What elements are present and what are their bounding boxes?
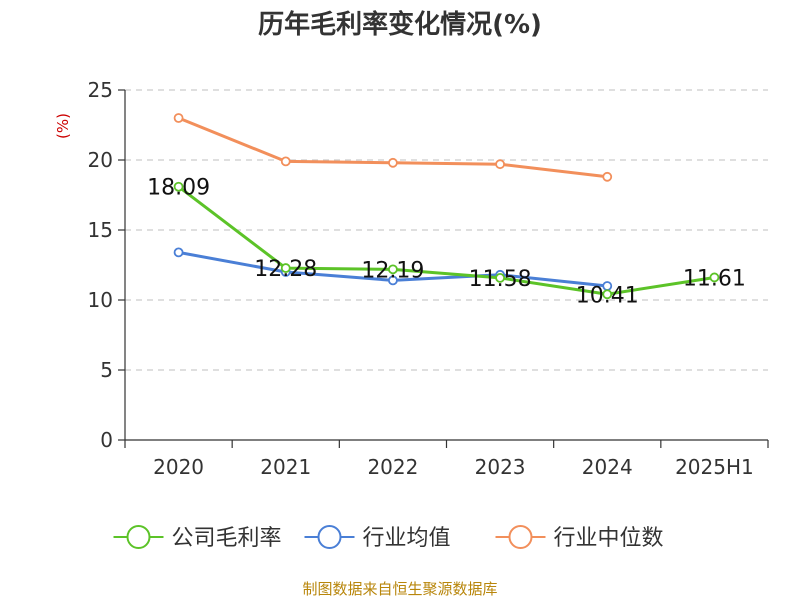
series-lines	[173, 113, 720, 300]
data-point	[173, 247, 184, 258]
y-tick-label: 15	[88, 218, 113, 242]
legend-label: 行业中位数	[554, 526, 664, 551]
y-tick-label: 0	[100, 428, 113, 452]
x-tick-label: 2023	[475, 455, 526, 479]
data-label: 11.58	[469, 267, 532, 292]
legend-item-0: 公司毛利率	[113, 525, 282, 551]
axes: 0 5 10 15 20 25 2020 2021 2022 2023 2024 2025H1	[88, 78, 769, 479]
x-tick-label: 2022	[367, 455, 418, 479]
grid-lines	[125, 89, 768, 371]
y-tick-label: 25	[88, 78, 113, 102]
legend-marker	[508, 525, 533, 549]
data-point	[709, 272, 720, 283]
series-line-2	[178, 116, 608, 179]
x-tick-label: 2025H1	[675, 455, 754, 479]
data-label: 10.41	[576, 283, 639, 308]
data-point	[388, 264, 398, 275]
y-axis-unit: (%)	[54, 113, 72, 139]
y-tick-label: 10	[88, 288, 113, 312]
data-point	[173, 113, 184, 123]
data-point	[602, 171, 613, 182]
series-line-0	[177, 185, 715, 296]
legend-marker	[126, 525, 151, 549]
legend: 公司毛利率 行业均值 行业中位数	[113, 525, 664, 551]
x-tick-label: 2021	[260, 455, 311, 479]
x-tick-label: 2020	[153, 455, 204, 479]
data-point	[280, 156, 291, 167]
source-note: 制图数据来自恒生聚源数据库	[302, 580, 497, 598]
data-point	[495, 272, 505, 283]
data-labels: 18.09 12.28 12.19 11.58 10.41 11.61	[147, 176, 746, 309]
data-point	[602, 289, 613, 300]
legend-label: 行业均值	[363, 526, 451, 551]
data-label: 18.09	[147, 176, 210, 201]
data-point	[280, 263, 291, 273]
data-point	[495, 159, 505, 170]
data-point	[388, 275, 398, 286]
legend-item-2: 行业中位数	[495, 525, 664, 551]
y-tick-label: 20	[88, 148, 113, 172]
legend-label: 公司毛利率	[172, 526, 282, 551]
data-label: 11.61	[683, 266, 746, 291]
x-tick-label: 2024	[582, 455, 633, 479]
chart-title: 历年毛利率变化情况(%)	[258, 9, 542, 40]
data-point	[173, 181, 184, 192]
legend-item-1: 行业均值	[304, 525, 451, 551]
data-label: 12.19	[361, 258, 424, 283]
data-point	[388, 157, 398, 168]
legend-marker	[317, 525, 342, 549]
data-label: 12.28	[254, 257, 317, 282]
y-tick-label: 5	[100, 358, 113, 382]
